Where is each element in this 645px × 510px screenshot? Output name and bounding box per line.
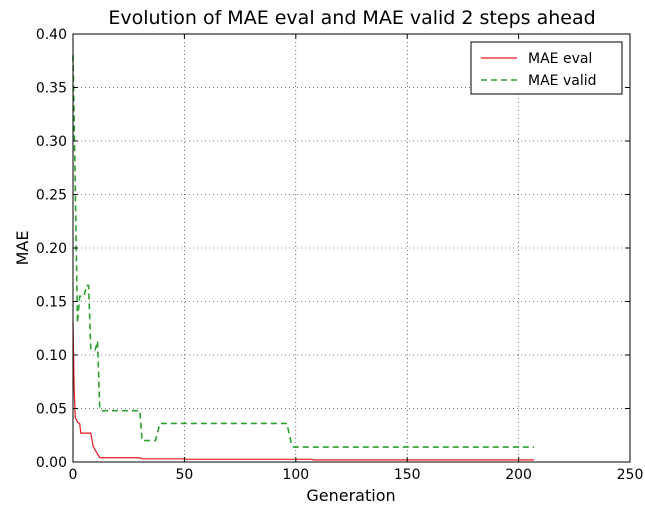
y-tick-label: 0.30 bbox=[36, 134, 67, 150]
chart-title: Evolution of MAE eval and MAE valid 2 st… bbox=[108, 7, 595, 29]
series-group bbox=[72, 55, 535, 461]
y-tick-label: 0.15 bbox=[36, 295, 67, 311]
y-tick-label: 0.35 bbox=[36, 81, 67, 97]
y-tick-label: 0.00 bbox=[36, 455, 67, 471]
legend-label: MAE valid bbox=[528, 73, 596, 89]
series-line-mae-eval bbox=[72, 322, 535, 461]
x-tick-label: 0 bbox=[69, 467, 78, 483]
x-tick-label: 250 bbox=[617, 467, 644, 483]
y-tick-label: 0.10 bbox=[36, 348, 67, 364]
y-tick-label: 0.05 bbox=[36, 402, 67, 418]
x-tick-label: 200 bbox=[505, 467, 532, 483]
legend: MAE eval MAE valid bbox=[470, 41, 623, 95]
x-tick-label: 100 bbox=[282, 467, 309, 483]
grid bbox=[73, 34, 630, 462]
x-tick-label: 50 bbox=[175, 467, 193, 483]
ticks: 0 50 100 150 200 250 0.00 0.05 0.10 0.15 0.20 0.25 0… bbox=[36, 27, 644, 483]
x-tick-label: 150 bbox=[394, 467, 421, 483]
y-axis-label: MAE bbox=[13, 231, 32, 266]
plot-area bbox=[73, 34, 630, 462]
legend-box bbox=[470, 41, 623, 95]
x-axis-label: Generation bbox=[306, 486, 395, 505]
y-tick-label: 0.40 bbox=[36, 27, 67, 43]
y-tick-label: 0.25 bbox=[36, 188, 67, 204]
series-line-mae-valid bbox=[72, 55, 535, 448]
y-tick-label: 0.20 bbox=[36, 241, 67, 257]
legend-label: MAE eval bbox=[528, 51, 592, 67]
